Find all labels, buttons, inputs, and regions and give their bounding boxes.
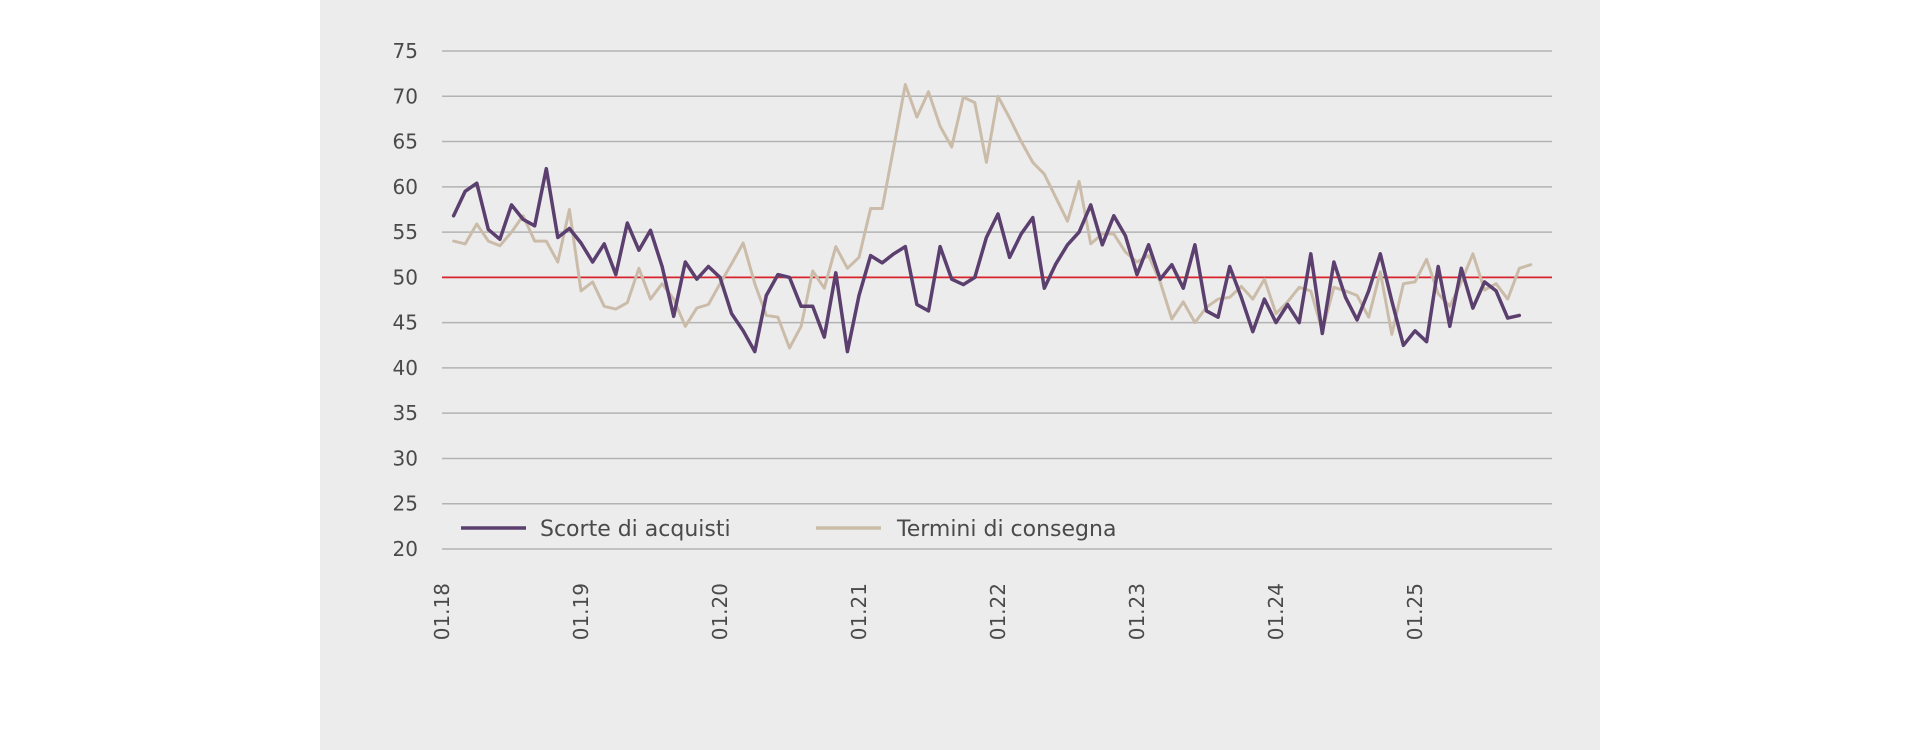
legend-label-termini: Termini di consegna bbox=[896, 517, 1116, 542]
x-tick-label: 01.20 bbox=[708, 583, 732, 640]
grid-layer bbox=[442, 50, 1552, 550]
y-tick-label: 45 bbox=[393, 311, 418, 335]
legend: Scorte di acquisti Termini di consegna bbox=[461, 517, 1116, 542]
y-axis-ticks: 75 70 65 60 55 50 45 40 35 30 25 20 bbox=[393, 39, 418, 561]
x-axis-ticks: 01.18 01.19 01.20 01.21 01.22 01.23 01.24 01.25 bbox=[430, 583, 1427, 640]
x-tick-label: 01.23 bbox=[1125, 583, 1149, 640]
x-tick-label: 01.24 bbox=[1264, 583, 1288, 640]
y-tick-label: 70 bbox=[393, 84, 418, 108]
y-tick-label: 20 bbox=[393, 537, 418, 561]
y-tick-label: 25 bbox=[393, 492, 418, 516]
y-tick-label: 50 bbox=[393, 265, 418, 289]
series-layer bbox=[451, 83, 1533, 354]
line-chart: 75 70 65 60 55 50 45 40 35 30 25 20 01.18 01.19 01.20… bbox=[393, 39, 1552, 640]
x-tick-label: 01.21 bbox=[847, 583, 871, 640]
x-tick-label: 01.19 bbox=[569, 583, 593, 640]
series-line-termini-di-consegna bbox=[452, 83, 1533, 350]
x-tick-label: 01.22 bbox=[986, 583, 1010, 640]
x-tick-label: 01.18 bbox=[430, 583, 454, 640]
chart-panel: 75 70 65 60 55 50 45 40 35 30 25 20 01.18 01.19 01.20… bbox=[320, 0, 1600, 750]
y-tick-label: 75 bbox=[393, 39, 418, 63]
legend-label-scorte: Scorte di acquisti bbox=[540, 517, 731, 542]
y-tick-label: 30 bbox=[393, 446, 418, 470]
y-tick-label: 40 bbox=[393, 356, 418, 380]
y-tick-label: 35 bbox=[393, 401, 418, 425]
series-line-scorte-di-acquisti bbox=[451, 166, 1522, 354]
y-tick-label: 55 bbox=[393, 220, 418, 244]
x-tick-label: 01.25 bbox=[1403, 583, 1427, 640]
y-tick-label: 65 bbox=[393, 130, 418, 154]
y-tick-label: 60 bbox=[393, 175, 418, 199]
